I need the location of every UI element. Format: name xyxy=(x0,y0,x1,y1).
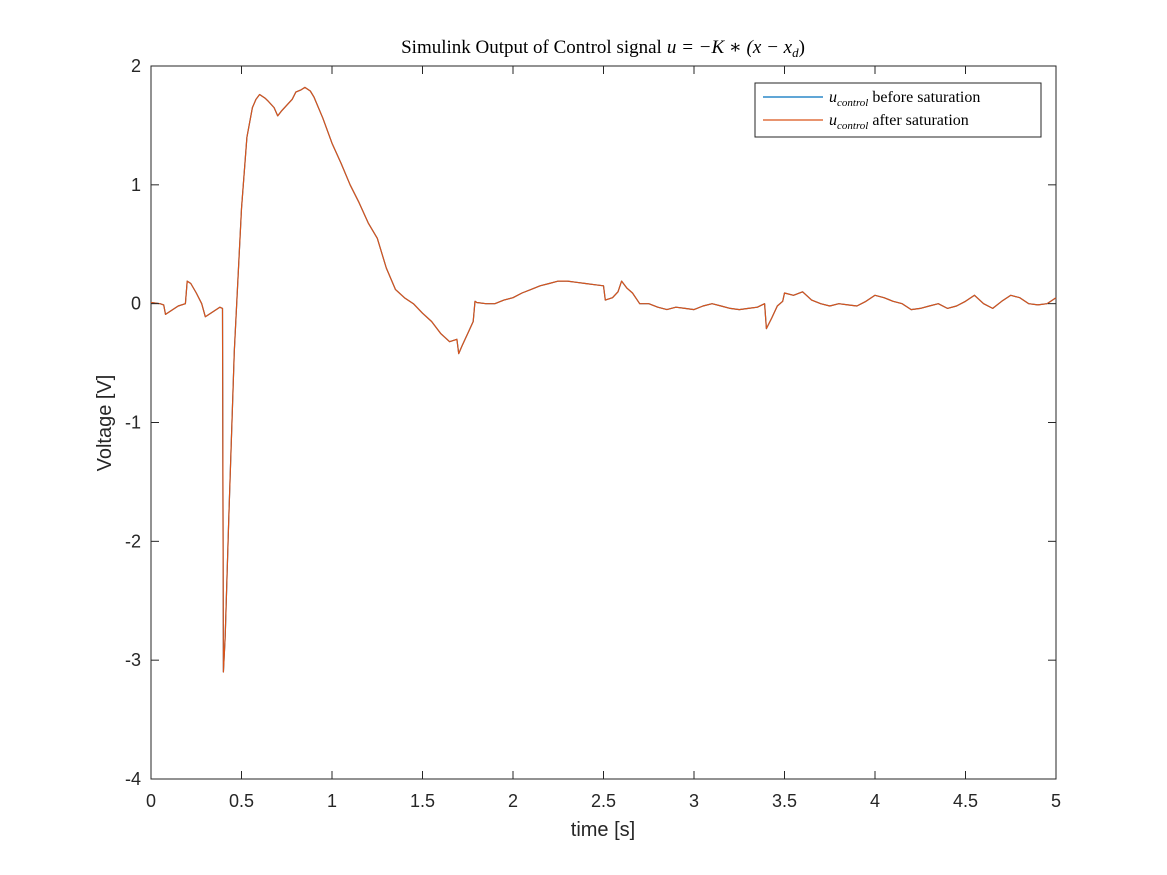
x-tick-label: 4.5 xyxy=(953,791,978,811)
legend-math-u-before: u xyxy=(829,89,837,106)
x-tick-label: 1 xyxy=(327,791,337,811)
legend-subscript-after: control xyxy=(837,120,868,132)
chart-title: Simulink Output of Control signal u = −K … xyxy=(401,37,805,60)
y-tick-label: 2 xyxy=(131,56,141,76)
x-tick-label: 0 xyxy=(146,791,156,811)
x-tick-label: 1.5 xyxy=(410,791,435,811)
x-tick-label: 3.5 xyxy=(772,791,797,811)
chart-title-text: Simulink Output of Control signal xyxy=(401,37,662,58)
legend-box xyxy=(754,82,1042,138)
y-tick-label: -3 xyxy=(125,650,141,670)
series-line-after-saturation xyxy=(150,86,1057,673)
y-tick-label: -4 xyxy=(125,769,141,789)
series-layer xyxy=(150,86,1057,673)
plot-area xyxy=(150,65,1057,780)
x-tick-label: 2 xyxy=(508,791,518,811)
legend-label-before: before saturation xyxy=(872,89,980,106)
x-tick-label: 0.5 xyxy=(229,791,254,811)
tick-layer: 0 0.5 1 1.5 2 2.5 3 3.5 4 4.5 5 -4 -3 -2 -1 0 1 2 xyxy=(125,56,1061,811)
legend-subscript-before: control xyxy=(837,97,868,109)
x-tick-label: 2.5 xyxy=(591,791,616,811)
y-tick-label: 0 xyxy=(131,294,141,314)
legend: ucontrol before saturation ucontrol after … xyxy=(754,82,1042,138)
legend-entry-before-saturation: ucontrol before saturation xyxy=(829,89,980,109)
chart-title-math-subscript: d xyxy=(792,45,799,60)
chart-title-math: u = −K ∗ (x − x xyxy=(667,37,793,58)
legend-label-after: after saturation xyxy=(872,112,968,129)
x-axis-label: time [s] xyxy=(571,819,635,841)
x-tick-label: 5 xyxy=(1051,791,1061,811)
x-tick-label: 3 xyxy=(689,791,699,811)
legend-math-u-after: u xyxy=(829,112,837,129)
legend-entry-after-saturation: ucontrol after saturation xyxy=(829,112,969,132)
y-axis-label: Voltage [V] xyxy=(94,375,116,472)
y-tick-label: 1 xyxy=(131,175,141,195)
x-tick-label: 4 xyxy=(870,791,880,811)
y-tick-label: -2 xyxy=(125,531,141,551)
chart-title-math-end: ) xyxy=(799,37,805,58)
y-tick-label: -1 xyxy=(125,413,141,433)
